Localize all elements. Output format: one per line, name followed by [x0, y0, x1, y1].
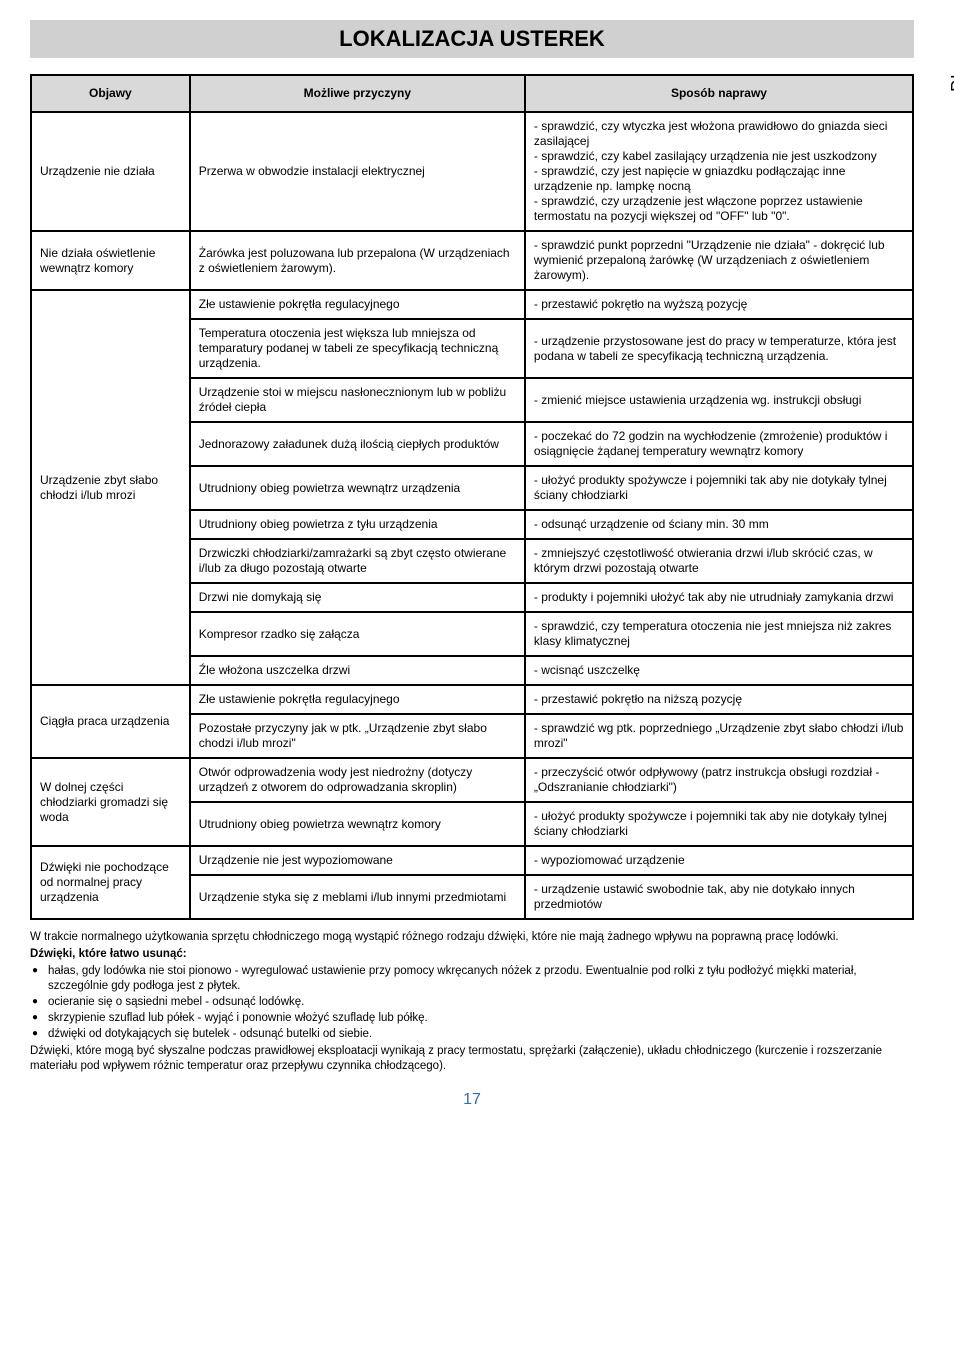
table-row-fix: - poczekać do 72 godzin na wychłodzenie …: [525, 422, 913, 466]
table-row-fix: - przeczyścić otwór odpływowy (patrz ins…: [525, 758, 913, 802]
table-row-fix: - produkty i pojemniki ułożyć tak aby ni…: [525, 583, 913, 612]
table-row-fix: - sprawdzić punkt poprzedni "Urządzenie …: [525, 231, 913, 290]
table-row-cause: Pozostałe przyczyny jak w ptk. „Urządzen…: [190, 714, 525, 758]
table-row-cause: Jednorazowy załadunek dużą ilością ciepł…: [190, 422, 525, 466]
footnote-bullets: hałas, gdy lodówka nie stoi pionowo - wy…: [30, 964, 914, 1042]
table-row-cause: Temperatura otoczenia jest większa lub m…: [190, 319, 525, 378]
table-row-objawy: Urządzenie nie działa: [31, 112, 190, 231]
table-row-cause: Kompresor rzadko się załącza: [190, 612, 525, 656]
page-title: LOKALIZACJA USTEREK: [30, 20, 914, 58]
table-row-fix: - sprawdzić, czy temperatura otoczenia n…: [525, 612, 913, 656]
table-row-fix: - urządzenie ustawić swobodnie tak, aby …: [525, 875, 913, 919]
footnote-bullet: dźwięki od dotykających się butelek - od…: [30, 1027, 914, 1042]
table-row-fix: - ułożyć produkty spożywcze i pojemniki …: [525, 802, 913, 846]
th-sposob: Sposób naprawy: [525, 75, 913, 112]
table-row-fix: - przestawić pokrętło na niższą pozycję: [525, 685, 913, 714]
table-row-cause: Utrudniony obieg powietrza z tyłu urządz…: [190, 510, 525, 539]
th-przyczyny: Możliwe przyczyny: [190, 75, 525, 112]
table-row-fix: - zmienić miejsce ustawienia urządzenia …: [525, 378, 913, 422]
table-row-cause: Utrudniony obieg powietrza wewnątrz urzą…: [190, 466, 525, 510]
table-row-fix: - sprawdzić, czy wtyczka jest włożona pr…: [525, 112, 913, 231]
table-row-objawy: Dźwięki nie pochodzące od normalnej prac…: [31, 846, 190, 919]
table-row-fix: - sprawdzić wg ptk. poprzedniego „Urządz…: [525, 714, 913, 758]
table-row-fix: - przestawić pokrętło na wyższą pozycję: [525, 290, 913, 319]
table-row-objawy: Nie działa oświetlenie wewnątrz komory: [31, 231, 190, 290]
side-language-tab: PL: [948, 68, 954, 92]
table-row-objawy: W dolnej części chłodziarki gromadzi się…: [31, 758, 190, 846]
table-row-fix: - odsunąć urządzenie od ściany min. 30 m…: [525, 510, 913, 539]
table-row-cause: Drzwi nie domykają się: [190, 583, 525, 612]
table-row-cause: Złe ustawienie pokrętła regulacyjnego: [190, 290, 525, 319]
table-row-cause: Otwór odprowadzenia wody jest niedrożny …: [190, 758, 525, 802]
table-row-cause: Przerwa w obwodzie instalacji elektryczn…: [190, 112, 525, 231]
table-row-cause: Drzwiczki chłodziarki/zamrażarki są zbyt…: [190, 539, 525, 583]
table-row-cause: Urządzenie nie jest wypoziomowane: [190, 846, 525, 875]
footnote-bullet: ocieranie się o sąsiedni mebel - odsunąć…: [30, 995, 914, 1010]
table-row-cause: Żarówka jest poluzowana lub przepalona (…: [190, 231, 525, 290]
table-row-fix: - wcisnąć uszczelkę: [525, 656, 913, 685]
table-row-cause: Źle włożona uszczelka drzwi: [190, 656, 525, 685]
footnote-p2: Dźwięki, które mogą być słyszalne podcza…: [30, 1044, 914, 1074]
table-row-cause: Utrudniony obieg powietrza wewnątrz komo…: [190, 802, 525, 846]
table-row-fix: - wypoziomować urządzenie: [525, 846, 913, 875]
table-row-cause: Urządzenie styka się z meblami i/lub inn…: [190, 875, 525, 919]
table-row-cause: Urządzenie stoi w miejscu nasłoneczniony…: [190, 378, 525, 422]
table-row-fix: - urządzenie przystosowane jest do pracy…: [525, 319, 913, 378]
page-number: 17: [30, 1091, 914, 1109]
table-row-fix: - zmniejszyć częstotliwość otwierania dr…: [525, 539, 913, 583]
table-row-cause: Złe ustawienie pokrętła regulacyjnego: [190, 685, 525, 714]
table-row-objawy: Ciągła praca urządzenia: [31, 685, 190, 758]
th-objawy: Objawy: [31, 75, 190, 112]
footnotes: W trakcie normalnego użytkowania sprzętu…: [30, 930, 914, 1073]
footnote-p1: W trakcie normalnego użytkowania sprzętu…: [30, 930, 914, 945]
footnote-heading: Dźwięki, które łatwo usunąć:: [30, 947, 914, 962]
table-row-fix: - ułożyć produkty spożywcze i pojemniki …: [525, 466, 913, 510]
footnote-bullet: skrzypienie szuflad lub półek - wyjąć i …: [30, 1011, 914, 1026]
footnote-bullet: hałas, gdy lodówka nie stoi pionowo - wy…: [30, 964, 914, 994]
fault-table: Objawy Możliwe przyczyny Sposób naprawy …: [30, 74, 914, 920]
table-row-objawy: Urządzenie zbyt słabo chłodzi i/lub mroz…: [31, 290, 190, 685]
